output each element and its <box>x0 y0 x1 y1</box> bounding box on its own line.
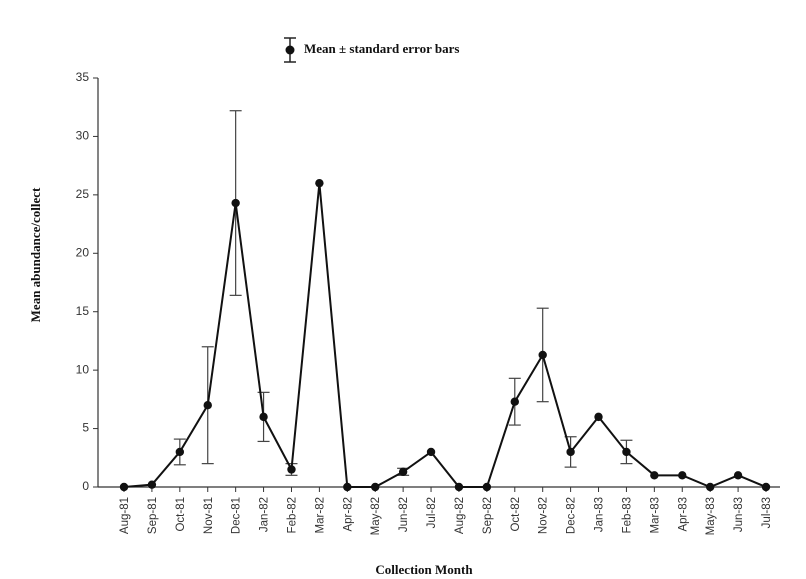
data-point <box>231 198 240 208</box>
data-point <box>566 447 575 457</box>
data-point <box>343 482 352 492</box>
data-point <box>622 447 631 457</box>
x-axis-title: Collection Month <box>375 562 473 577</box>
data-point <box>398 467 408 477</box>
x-tick-label: Apr-82 <box>342 497 354 532</box>
data-point <box>594 412 603 422</box>
series-lines <box>123 183 767 489</box>
data-point <box>482 482 492 492</box>
data-point <box>705 482 715 492</box>
y-tick-label: 20 <box>76 245 90 259</box>
data-point <box>203 401 212 410</box>
x-tick-label: Mar-82 <box>314 497 326 533</box>
y-tick-label: 5 <box>82 421 89 435</box>
x-tick-label: Apr-83 <box>677 497 689 532</box>
legend: Mean ± standard error bars <box>284 37 459 63</box>
data-point <box>733 471 743 480</box>
data-point <box>371 482 380 492</box>
data-point <box>454 482 464 492</box>
data-point <box>678 471 687 480</box>
data-point <box>119 482 129 492</box>
x-tick-label: Feb-82 <box>287 497 299 533</box>
x-tick-label: May-82 <box>370 497 382 535</box>
data-point <box>175 447 185 457</box>
y-tick-label: 0 <box>82 479 89 493</box>
x-tick-label: Oct-81 <box>175 497 187 532</box>
y-tick-label: 25 <box>76 187 90 201</box>
data-point <box>259 412 268 422</box>
x-tick-label: Jun-82 <box>398 497 410 532</box>
data-points <box>119 178 771 492</box>
y-tick-label: 10 <box>76 362 90 376</box>
data-point <box>426 447 436 457</box>
x-tick-label: Oct-82 <box>510 497 522 532</box>
data-point <box>761 482 771 492</box>
legend-marker <box>285 45 295 55</box>
y-tick-label: 30 <box>76 129 90 143</box>
data-point <box>147 480 157 489</box>
x-tick-label: Aug-82 <box>454 497 466 534</box>
x-tick-label: Sep-82 <box>482 497 494 534</box>
x-tick-label: Dec-81 <box>231 497 243 534</box>
axes <box>97 78 780 488</box>
x-ticks: Aug-81 Sep-81 Oct-81 Nov-81 Dec-81 Jan-82 Feb-… <box>119 487 773 535</box>
data-point <box>538 350 547 360</box>
x-tick-label: Nov-82 <box>538 497 550 534</box>
data-point <box>650 471 659 480</box>
x-tick-label: Mar-83 <box>649 497 661 533</box>
y-ticks: 0 5 10 15 20 25 30 35 <box>76 70 98 493</box>
x-tick-label: Dec-82 <box>566 497 578 534</box>
x-tick-label: Feb-83 <box>621 497 633 533</box>
y-tick-label: 15 <box>76 304 90 318</box>
error-bars <box>173 110 633 476</box>
x-tick-label: Jul-82 <box>426 497 438 528</box>
legend-label: Mean ± standard error bars <box>304 41 459 56</box>
data-point <box>510 397 519 406</box>
x-tick-label: Jan-82 <box>259 497 271 532</box>
y-axis-title: Mean abundance/collect <box>28 187 43 322</box>
y-tick-label: 35 <box>76 70 90 84</box>
x-tick-label: Jun-83 <box>733 497 745 532</box>
x-tick-label: Nov-81 <box>203 497 215 534</box>
series-line <box>123 183 767 489</box>
data-point <box>287 465 296 474</box>
x-tick-label: May-83 <box>705 497 717 535</box>
x-tick-label: Aug-81 <box>119 497 131 534</box>
x-tick-label: Jan-83 <box>594 497 606 532</box>
data-point <box>315 178 324 188</box>
x-tick-label: Sep-81 <box>147 497 159 534</box>
x-tick-label: Jul-83 <box>761 497 773 528</box>
